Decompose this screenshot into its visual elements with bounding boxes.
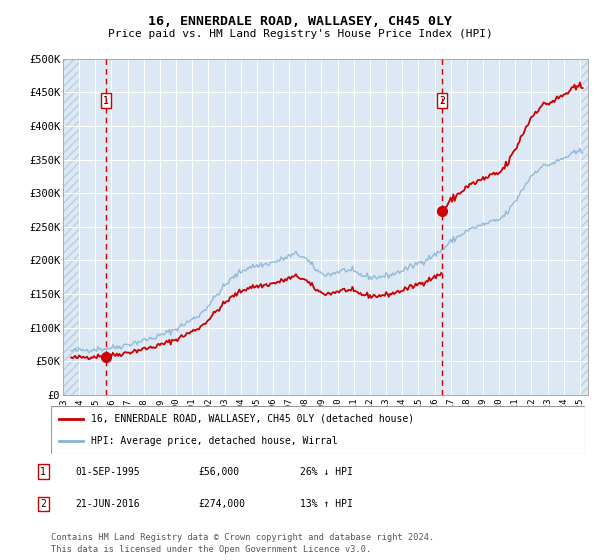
FancyBboxPatch shape <box>51 406 585 454</box>
Text: 1: 1 <box>40 466 46 477</box>
Text: 26% ↓ HPI: 26% ↓ HPI <box>300 466 353 477</box>
Text: 2: 2 <box>439 96 445 106</box>
Text: £56,000: £56,000 <box>198 466 239 477</box>
Text: HPI: Average price, detached house, Wirral: HPI: Average price, detached house, Wirr… <box>91 436 338 446</box>
Text: 16, ENNERDALE ROAD, WALLASEY, CH45 0LY: 16, ENNERDALE ROAD, WALLASEY, CH45 0LY <box>148 15 452 28</box>
Text: 16, ENNERDALE ROAD, WALLASEY, CH45 0LY (detached house): 16, ENNERDALE ROAD, WALLASEY, CH45 0LY (… <box>91 414 414 424</box>
Text: £274,000: £274,000 <box>198 499 245 509</box>
Text: 01-SEP-1995: 01-SEP-1995 <box>75 466 140 477</box>
Text: 13% ↑ HPI: 13% ↑ HPI <box>300 499 353 509</box>
Text: 21-JUN-2016: 21-JUN-2016 <box>75 499 140 509</box>
Text: Price paid vs. HM Land Registry's House Price Index (HPI): Price paid vs. HM Land Registry's House … <box>107 29 493 39</box>
Text: Contains HM Land Registry data © Crown copyright and database right 2024.
This d: Contains HM Land Registry data © Crown c… <box>51 533 434 554</box>
Text: 1: 1 <box>103 96 109 106</box>
Text: 2: 2 <box>40 499 46 509</box>
